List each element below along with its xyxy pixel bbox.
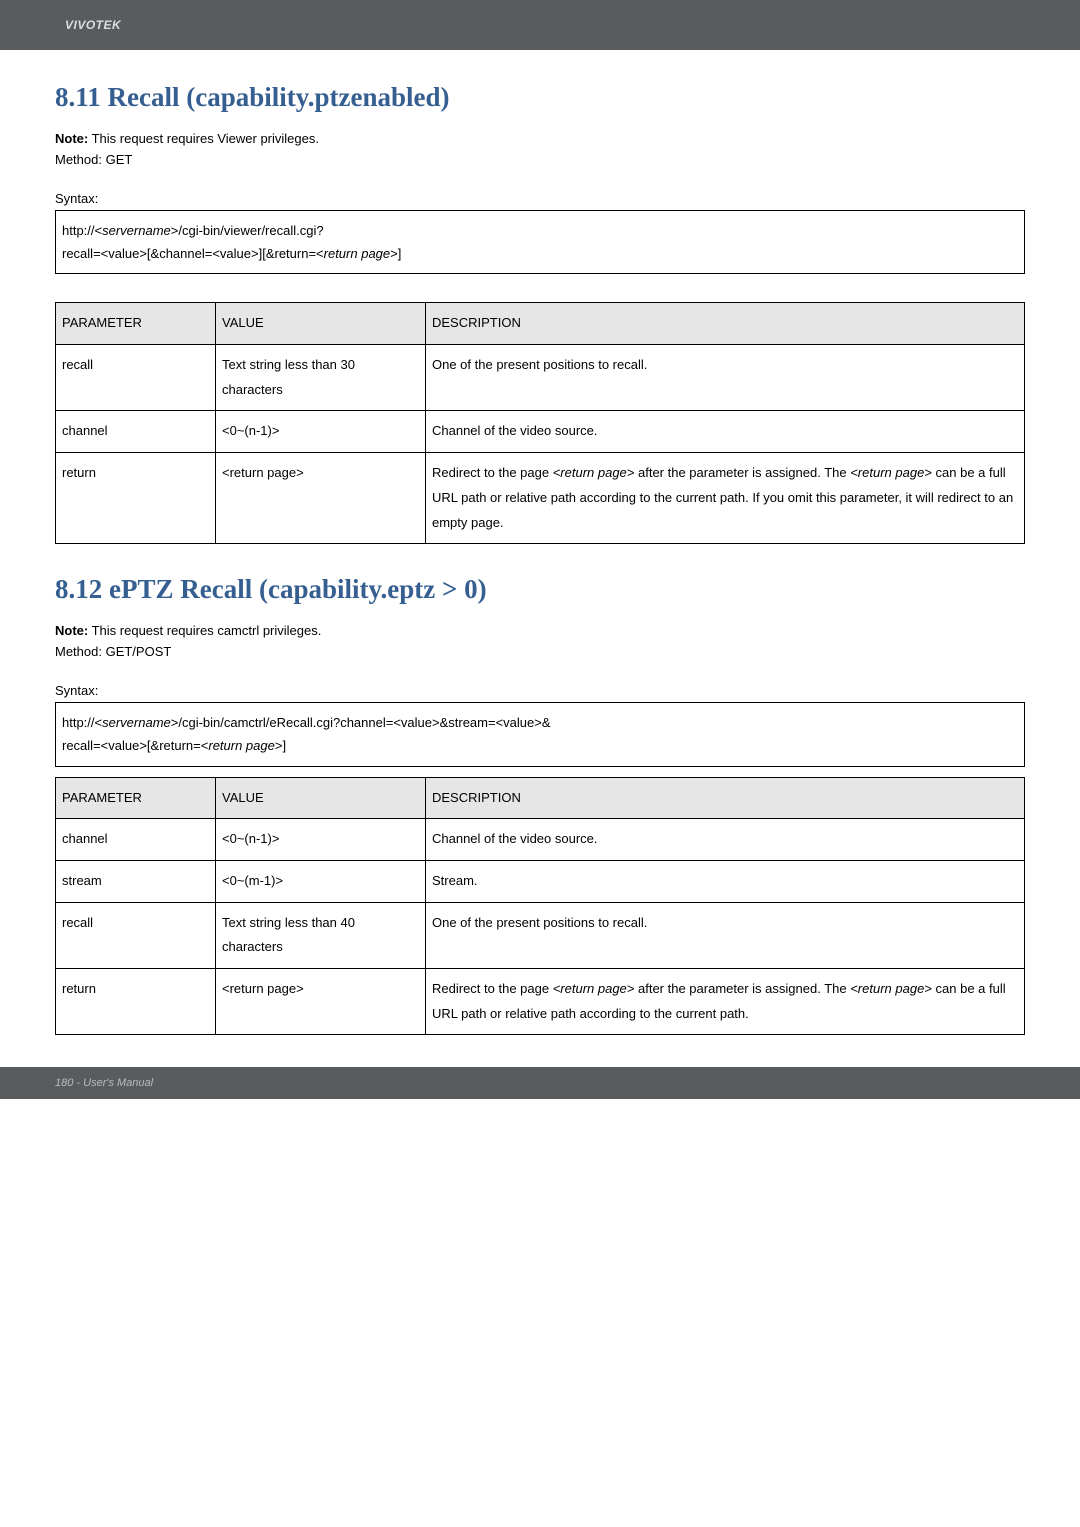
- desc-return-page: <return page>: [553, 981, 635, 996]
- th-value: VALUE: [216, 777, 426, 819]
- td-value: <0~(n-1)>: [216, 819, 426, 861]
- syntax-line2-return: return page: [324, 246, 391, 261]
- td-param: return: [56, 453, 216, 544]
- desc-part: Redirect to the page: [432, 981, 553, 996]
- td-desc: One of the present positions to recall.: [426, 345, 1025, 411]
- td-value: <0~(m-1)>: [216, 860, 426, 902]
- desc-part: after the parameter is assigned. The: [634, 465, 850, 480]
- syntax-line1: http://<servername>/cgi-bin/camctrl/eRec…: [62, 711, 1018, 734]
- table-row: channel <0~(n-1)> Channel of the video s…: [56, 411, 1025, 453]
- td-param: recall: [56, 345, 216, 411]
- th-description: DESCRIPTION: [426, 777, 1025, 819]
- syntax-line1-server: servername: [102, 715, 171, 730]
- note-label: Note:: [55, 131, 88, 146]
- note-label: Note:: [55, 623, 88, 638]
- td-desc: Redirect to the page <return page> after…: [426, 969, 1025, 1035]
- parameter-table-1: PARAMETER VALUE DESCRIPTION recall Text …: [55, 302, 1025, 544]
- syntax-line1-prefix: http://<: [62, 223, 102, 238]
- table-header-row: PARAMETER VALUE DESCRIPTION: [56, 303, 1025, 345]
- desc-return-page: <return page>: [553, 465, 635, 480]
- td-value: Text string less than 30 characters: [216, 345, 426, 411]
- table-row: recall Text string less than 30 characte…: [56, 345, 1025, 411]
- desc-part: after the parameter is assigned. The: [634, 981, 850, 996]
- table-header-row: PARAMETER VALUE DESCRIPTION: [56, 777, 1025, 819]
- note-text: This request requires camctrl privileges…: [92, 623, 322, 638]
- page-header: VIVOTEK: [0, 0, 1080, 50]
- note-text: This request requires Viewer privileges.: [92, 131, 319, 146]
- table-row: return <return page> Redirect to the pag…: [56, 969, 1025, 1035]
- desc-part: Redirect to the page: [432, 465, 553, 480]
- td-desc: Channel of the video source.: [426, 819, 1025, 861]
- section1-method: Method: GET: [55, 150, 1025, 171]
- th-description: DESCRIPTION: [426, 303, 1025, 345]
- td-param: return: [56, 969, 216, 1035]
- section1-syntax-label: Syntax:: [55, 191, 1025, 206]
- table-row: return <return page> Redirect to the pag…: [56, 453, 1025, 544]
- syntax-line1-prefix: http://<: [62, 715, 102, 730]
- section1-note: Note: This request requires Viewer privi…: [55, 129, 1025, 150]
- section2-method: Method: GET/POST: [55, 642, 1025, 663]
- section1-syntax-box: http://<servername>/cgi-bin/viewer/recal…: [55, 210, 1025, 275]
- td-value: Text string less than 40 characters: [216, 902, 426, 968]
- th-parameter: PARAMETER: [56, 303, 216, 345]
- syntax-line1-suffix: >/cgi-bin/viewer/recall.cgi?: [171, 223, 324, 238]
- syntax-line2: recall=<value>[&channel=<value>][&return…: [62, 242, 1018, 265]
- syntax-line2-suffix: >]: [275, 738, 286, 753]
- footer-text: 180 - User's Manual: [55, 1077, 153, 1089]
- td-desc: Redirect to the page <return page> after…: [426, 453, 1025, 544]
- brand-label: VIVOTEK: [65, 18, 121, 32]
- desc-return-page: <return page>: [850, 981, 932, 996]
- page-footer: 180 - User's Manual: [0, 1067, 1080, 1099]
- syntax-line2-prefix: recall=<value>[&channel=<value>][&return…: [62, 246, 324, 261]
- syntax-line2-suffix: >]: [390, 246, 401, 261]
- section-heading-1: 8.11 Recall (capability.ptzenabled): [55, 82, 1025, 113]
- td-desc: One of the present positions to recall.: [426, 902, 1025, 968]
- section-heading-2: 8.12 ePTZ Recall (capability.eptz > 0): [55, 574, 1025, 605]
- table-row: stream <0~(m-1)> Stream.: [56, 860, 1025, 902]
- syntax-line1: http://<servername>/cgi-bin/viewer/recal…: [62, 219, 1018, 242]
- td-param: channel: [56, 819, 216, 861]
- table-row: channel <0~(n-1)> Channel of the video s…: [56, 819, 1025, 861]
- syntax-line1-suffix: >/cgi-bin/camctrl/eRecall.cgi?channel=<v…: [171, 715, 551, 730]
- td-value: <return page>: [216, 969, 426, 1035]
- th-parameter: PARAMETER: [56, 777, 216, 819]
- section2-syntax-label: Syntax:: [55, 683, 1025, 698]
- table-row: recall Text string less than 40 characte…: [56, 902, 1025, 968]
- section2-syntax-box: http://<servername>/cgi-bin/camctrl/eRec…: [55, 702, 1025, 767]
- desc-return-page: <return page>: [850, 465, 932, 480]
- page-content: 8.11 Recall (capability.ptzenabled) Note…: [0, 50, 1080, 1035]
- td-param: recall: [56, 902, 216, 968]
- td-param: channel: [56, 411, 216, 453]
- syntax-line2-return: return page: [208, 738, 275, 753]
- syntax-line2-prefix: recall=<value>[&return=<: [62, 738, 208, 753]
- td-desc: Channel of the video source.: [426, 411, 1025, 453]
- td-param: stream: [56, 860, 216, 902]
- th-value: VALUE: [216, 303, 426, 345]
- syntax-line2: recall=<value>[&return=<return page>]: [62, 734, 1018, 757]
- section2-note: Note: This request requires camctrl priv…: [55, 621, 1025, 642]
- td-value: <0~(n-1)>: [216, 411, 426, 453]
- syntax-line1-server: servername: [102, 223, 171, 238]
- parameter-table-2: PARAMETER VALUE DESCRIPTION channel <0~(…: [55, 777, 1025, 1036]
- td-value: <return page>: [216, 453, 426, 544]
- td-desc: Stream.: [426, 860, 1025, 902]
